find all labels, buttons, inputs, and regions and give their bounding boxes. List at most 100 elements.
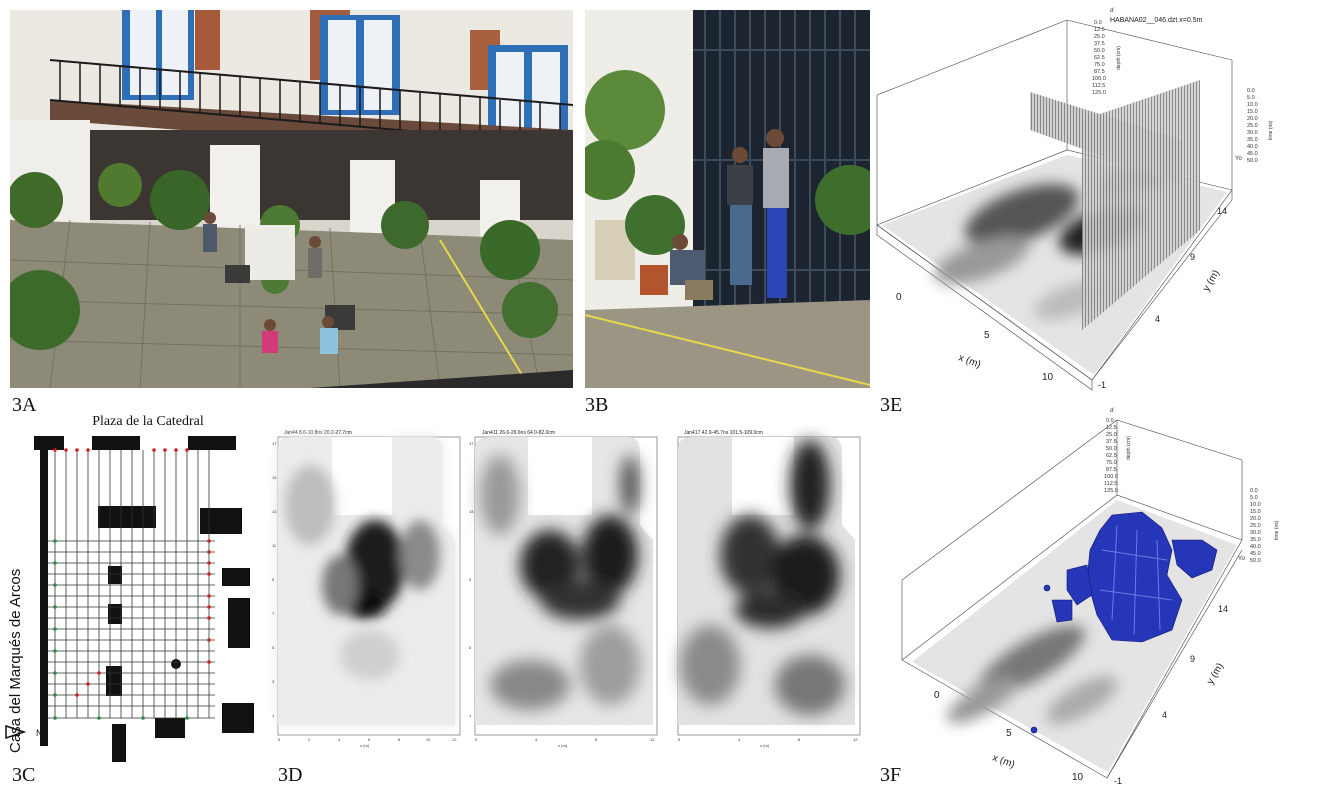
cube-f-time-5: 25.0: [1250, 523, 1261, 529]
cube-e-time-9: 45.0: [1247, 151, 1258, 157]
cube-f-time-7: 35.0: [1250, 537, 1261, 543]
slice-1-ytick-0: 17: [272, 441, 277, 446]
cube-f-time-1: 5.0: [1250, 495, 1258, 501]
cube-e-depth-3: 37.5: [1094, 41, 1105, 47]
slice-1-xtick-1: 2: [308, 737, 311, 742]
cube-e-xtick-1: 5: [984, 330, 990, 341]
slice-3-xtick-4: 8: [798, 737, 801, 742]
slice-3-xtick-0: 0: [678, 737, 681, 742]
cube-e-time-6: 30.0: [1247, 130, 1258, 136]
cube-f-time-2: 10.0: [1250, 502, 1261, 508]
gpr-cube-3f: d 0.0 12.5 25.0 37.5 50.0 62.5 75.0 87.5…: [872, 400, 1322, 789]
panel-label-3c: 3C: [12, 764, 36, 786]
slice-1-xtick-5: 10: [426, 737, 431, 742]
cube-f-depth-4: 50.0: [1106, 446, 1117, 452]
cube-f-ytick-1: 4: [1162, 710, 1167, 720]
slice-1-xtick-4: 8: [398, 737, 401, 742]
slice-2-ytick-0: 17: [469, 441, 474, 446]
cube-e-ytick-2: 9: [1190, 252, 1195, 262]
cube-e-depth-10: 125.0: [1092, 90, 1106, 96]
cube-f-depth-unit: depth (cm): [1126, 436, 1132, 460]
cube-f-depth-1: 12.5: [1106, 425, 1117, 431]
slice-1-xtick-6: 12: [452, 737, 457, 742]
cube-e-time-2: 10.0: [1247, 102, 1258, 108]
cube-e-time-unit: time (ns): [1268, 120, 1274, 140]
panel-label-3a: 3A: [12, 394, 37, 416]
slice-3-xunit: x (m): [760, 743, 770, 748]
slice-2-ytick-8: 1: [469, 713, 472, 718]
isosurface-anomaly: [1030, 511, 1218, 734]
cube-e-time-8: 40.0: [1247, 144, 1258, 150]
gpr-cube-3e: d HABANA02__046.dzt x=0.5m 0.0 12.5 25.0…: [872, 0, 1322, 392]
slice-1-ytick-2: 13: [272, 509, 277, 514]
cube-f-time-9: 45.0: [1250, 551, 1261, 557]
cube-f-top-letter: d: [1110, 408, 1114, 414]
slice-2-ytick-2: 13: [469, 509, 474, 514]
cube-f-ytick-0: -1: [1114, 776, 1122, 786]
cube-e-time-5: 25.0: [1247, 123, 1258, 129]
gate-illustration: [585, 10, 870, 388]
cube-f-time-6: 30.0: [1250, 530, 1261, 536]
cube-f-time-3: 15.0: [1250, 509, 1261, 515]
cube-f-depth-6: 75.0: [1106, 460, 1117, 466]
cube-e-time-1: 5.0: [1247, 95, 1255, 101]
slice-1-ytick-3: 11: [272, 543, 277, 548]
slice-1-ytick-4: 9: [272, 577, 275, 582]
slice-1-ytick-5: 7: [272, 611, 275, 616]
cube-e-depth-0: 0.0: [1094, 20, 1102, 26]
cube-f-depth-3: 37.5: [1106, 439, 1117, 445]
cube-e-depth-5: 62.5: [1094, 55, 1105, 61]
north-label: N: [36, 728, 43, 738]
slice-3-xtick-6: 12: [853, 737, 858, 742]
cube-f-ytick-3: 14: [1218, 604, 1228, 614]
cube-f-xtick-1: 5: [1006, 728, 1012, 739]
slice-2-xtick-6: 12: [650, 737, 655, 742]
slice-2-ytick-6: 5: [469, 645, 472, 650]
slice-2-xtick-0: 0: [475, 737, 478, 742]
cube-f-depth-0: 0.0: [1106, 418, 1114, 424]
cube-e-xlabel: x (m): [957, 352, 982, 370]
cube-e-ytick-3: 14: [1217, 206, 1227, 216]
cube-e-top-letter: d: [1110, 8, 1114, 14]
cube-e-ylabel: y (m): [1201, 268, 1222, 293]
cube-e-depth-unit: depth (cm): [1116, 46, 1122, 70]
cube-f-time-0: 0.0: [1250, 488, 1258, 494]
panel-label-3b: 3B: [585, 394, 609, 416]
slice-1-ytick-7: 3: [272, 679, 275, 684]
gpr-slices-3d: Jan44 8.6-10.8ns 20.2-27.7cm 17 15 13 11…: [270, 425, 870, 760]
cube-e-profile-title: HABANA02__046.dzt x=0.5m: [1110, 17, 1203, 24]
depth-slice-1: Jan44 8.6-10.8ns 20.2-27.7cm 17 15 13 11…: [272, 430, 461, 748]
slice-1-xtick-0: 0: [278, 737, 281, 742]
cube-f-time-unit: time (ns): [1274, 520, 1280, 540]
slice-1-xtick-3: 6: [368, 737, 371, 742]
cube-f-time-4: 20.0: [1250, 516, 1261, 522]
photo-3a-courtyard: [10, 10, 573, 388]
panel-label-3f: 3F: [880, 764, 902, 786]
slice-2-ytick-4: 9: [469, 577, 472, 582]
slice-3-xtick-2: 4: [738, 737, 741, 742]
cube-e-depth-8: 100.0: [1092, 76, 1106, 82]
map-top-title: Plaza de la Catedral: [92, 414, 204, 429]
depth-slice-3: Jan417 42.9-45.7ns 101.5-109.0cm 0 4 8 1…: [677, 430, 861, 748]
cube-e-depth-2: 25.0: [1094, 34, 1105, 40]
cube-f-depth-2: 25.0: [1106, 432, 1117, 438]
panel-label-3d: 3D: [278, 764, 303, 786]
slice-1-ytick-8: 1: [272, 713, 275, 718]
survey-grid-svg: Plaza de la Catedral Casa del Marqués de…: [5, 414, 254, 762]
cube-f-depth-10: 125.0: [1104, 488, 1118, 494]
gpr-cube-f-svg: d 0.0 12.5 25.0 37.5 50.0 62.5 75.0 87.5…: [901, 408, 1280, 786]
cube-f-depth-8: 100.0: [1104, 474, 1118, 480]
cube-e-depth-4: 50.0: [1094, 48, 1105, 54]
slice-1-xunit: x (m): [360, 743, 370, 748]
slice-1-ytick-6: 5: [272, 645, 275, 650]
cube-e-depth-6: 75.0: [1094, 62, 1105, 68]
cube-f-ylabel: y (m): [1205, 661, 1226, 686]
slice-3-header: Jan417 42.9-45.7ns 101.5-109.0cm: [684, 430, 763, 436]
slice-2-xtick-4: 8: [595, 737, 598, 742]
cube-e-yo: Yo: [1235, 156, 1242, 162]
cube-e-xtick-0: 0: [896, 292, 902, 303]
north-arrow-icon: [5, 724, 27, 740]
slice-1-ytick-1: 15: [272, 475, 277, 480]
cube-e-time-3: 15.0: [1247, 109, 1258, 115]
gpr-cube-e-svg: d HABANA02__046.dzt x=0.5m 0.0 12.5 25.0…: [876, 8, 1274, 391]
